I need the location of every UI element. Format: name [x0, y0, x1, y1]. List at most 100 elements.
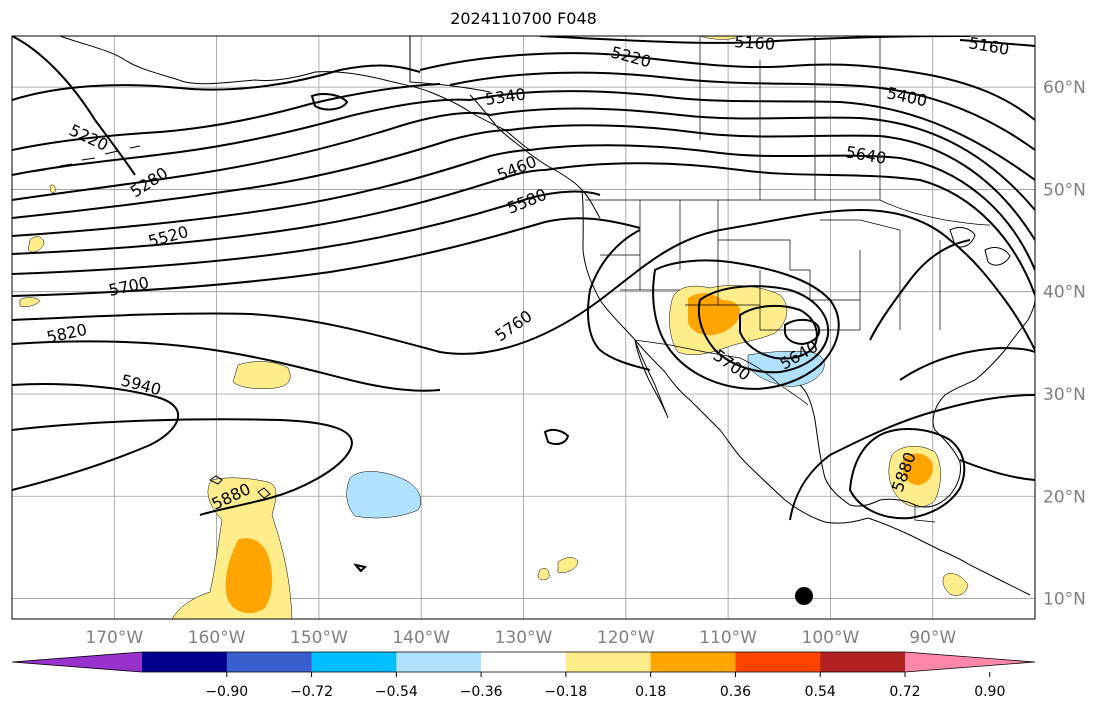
lat-tick-label: 50°N [1043, 180, 1086, 200]
hawaii-islands [209, 475, 271, 499]
latitude-labels: 10°N 20°N 30°N 40°N 50°N 60°N [1043, 78, 1086, 609]
colorbar-segment [226, 652, 313, 672]
contour-label: 5160 [967, 33, 1010, 59]
colorbar-segment [396, 652, 482, 672]
contour-5220-nw [12, 36, 136, 176]
contour-5580-ne [544, 162, 1035, 296]
colorbar-segment [481, 652, 567, 672]
lat-tick-label: 40°N [1043, 283, 1086, 303]
contour-5880-west [12, 418, 353, 516]
anomaly-blue-central-pacific [346, 471, 421, 519]
contour-5700-low [652, 259, 840, 390]
contour-5520-west [12, 149, 531, 237]
lon-tick-label: 100°W [802, 628, 860, 648]
contour-5820-center [869, 239, 971, 341]
lat-tick-label: 30°N [1043, 385, 1086, 405]
coastline-us-east [974, 299, 1035, 381]
lon-tick-label: 110°W [699, 628, 757, 648]
lon-tick-label: 170°W [85, 628, 143, 648]
contour-label: 5820 [45, 320, 89, 347]
colorbar-labels: −0.90 −0.72 −0.54 −0.36 −0.18 0.18 0.36 0.54 0.7… [205, 672, 1005, 700]
state-lines [600, 200, 941, 331]
anomaly-yellow-small-1 [557, 557, 579, 573]
contour-5580-west [12, 169, 546, 255]
anomaly-yellow-central-pacific [232, 361, 291, 389]
contour-5820-mid [587, 229, 651, 371]
contour-closed-pacific [543, 428, 570, 445]
contour-5820-gulf [789, 394, 1035, 521]
colorbar-tick-label: 0.18 [635, 684, 666, 700]
political-borders [409, 36, 991, 523]
lat-tick-label: 10°N [1043, 590, 1086, 610]
colorbar-segment [650, 652, 736, 672]
contour-label: 5700 [710, 346, 754, 385]
lat-tick-label: 60°N [1043, 78, 1086, 98]
colorbar-tick-label: 0.54 [805, 684, 836, 700]
colorbar-segment [311, 652, 397, 672]
colorbar-segment [142, 652, 228, 672]
contour-5880-gulf [848, 428, 966, 520]
colorbar [11, 651, 1036, 673]
anomaly-yellow-small-3 [27, 236, 45, 253]
contour-5460-ne [509, 124, 1035, 241]
contour-5580-low [739, 304, 818, 360]
contour-5400 [489, 107, 1035, 211]
contour-5280-ne [449, 71, 1035, 151]
contour-5820-west [12, 340, 441, 392]
contour-5160 [539, 36, 971, 44]
contour-5340-west [12, 98, 471, 176]
chart-title: 2024110700 F048 [450, 9, 597, 28]
colorbar-tick-label: 0.72 [889, 684, 920, 700]
coastline-central-america [867, 517, 1031, 596]
contour-label: 5520 [146, 222, 190, 251]
contour-5880-se [959, 459, 1035, 481]
contour-5520-ne [529, 144, 1035, 271]
location-marker [795, 587, 813, 605]
colorbar-tick-label: 0.90 [974, 684, 1005, 700]
contour-label: 5220 [609, 43, 653, 72]
colorbar-extend-high [905, 652, 1035, 672]
anomaly-orange-hawaii [225, 538, 273, 614]
contour-5160-ne [959, 39, 1035, 47]
colorbar-tick-label: −0.72 [290, 684, 333, 700]
colorbar-tick-label: −0.18 [544, 684, 587, 700]
colorbar-tick-label: 0.36 [720, 684, 751, 700]
contour-5340 [469, 90, 1035, 181]
anomaly-orange-gulf [902, 453, 933, 486]
lon-tick-label: 150°W [290, 628, 348, 648]
contour-closed-nw [310, 93, 349, 111]
anomaly-yellow-small-4 [19, 297, 41, 308]
contour-5520-low [783, 318, 821, 346]
lat-tick-label: 20°N [1043, 487, 1086, 507]
contour-5220-west [12, 64, 421, 101]
contour-5640-low [697, 285, 830, 374]
lon-tick-label: 160°W [188, 628, 246, 648]
contour-label: 5460 [494, 152, 539, 185]
anomaly-yellow-central-america [942, 573, 969, 596]
contour-5940 [12, 383, 180, 491]
contour-label: 5340 [484, 84, 527, 108]
contour-label: 5220 [66, 120, 111, 154]
lon-tick-label: 120°W [597, 628, 655, 648]
contour-label: 5700 [107, 273, 151, 300]
contour-closed-small [353, 563, 367, 573]
border-mexico-guatemala [914, 505, 936, 523]
contour-5640-west [12, 190, 601, 275]
coastline-alaska [59, 36, 531, 151]
anomaly-yellow-small-5 [49, 184, 56, 193]
contour-label: 5160 [734, 32, 776, 54]
anomaly-shading [19, 36, 969, 619]
contour-5760 [12, 208, 1035, 355]
colorbar-tick-label: −0.90 [205, 684, 248, 700]
border-us-canada [585, 185, 991, 226]
contour-5280-west [12, 83, 441, 151]
colorbar-segment [820, 652, 906, 672]
contour-5700 [12, 217, 641, 297]
anomaly-yellow-small-2 [537, 568, 550, 581]
height-contours [12, 36, 1035, 573]
contour-5460-west [12, 129, 511, 219]
contour-label: 5280 [127, 163, 171, 201]
coastline-us-west [581, 189, 869, 524]
